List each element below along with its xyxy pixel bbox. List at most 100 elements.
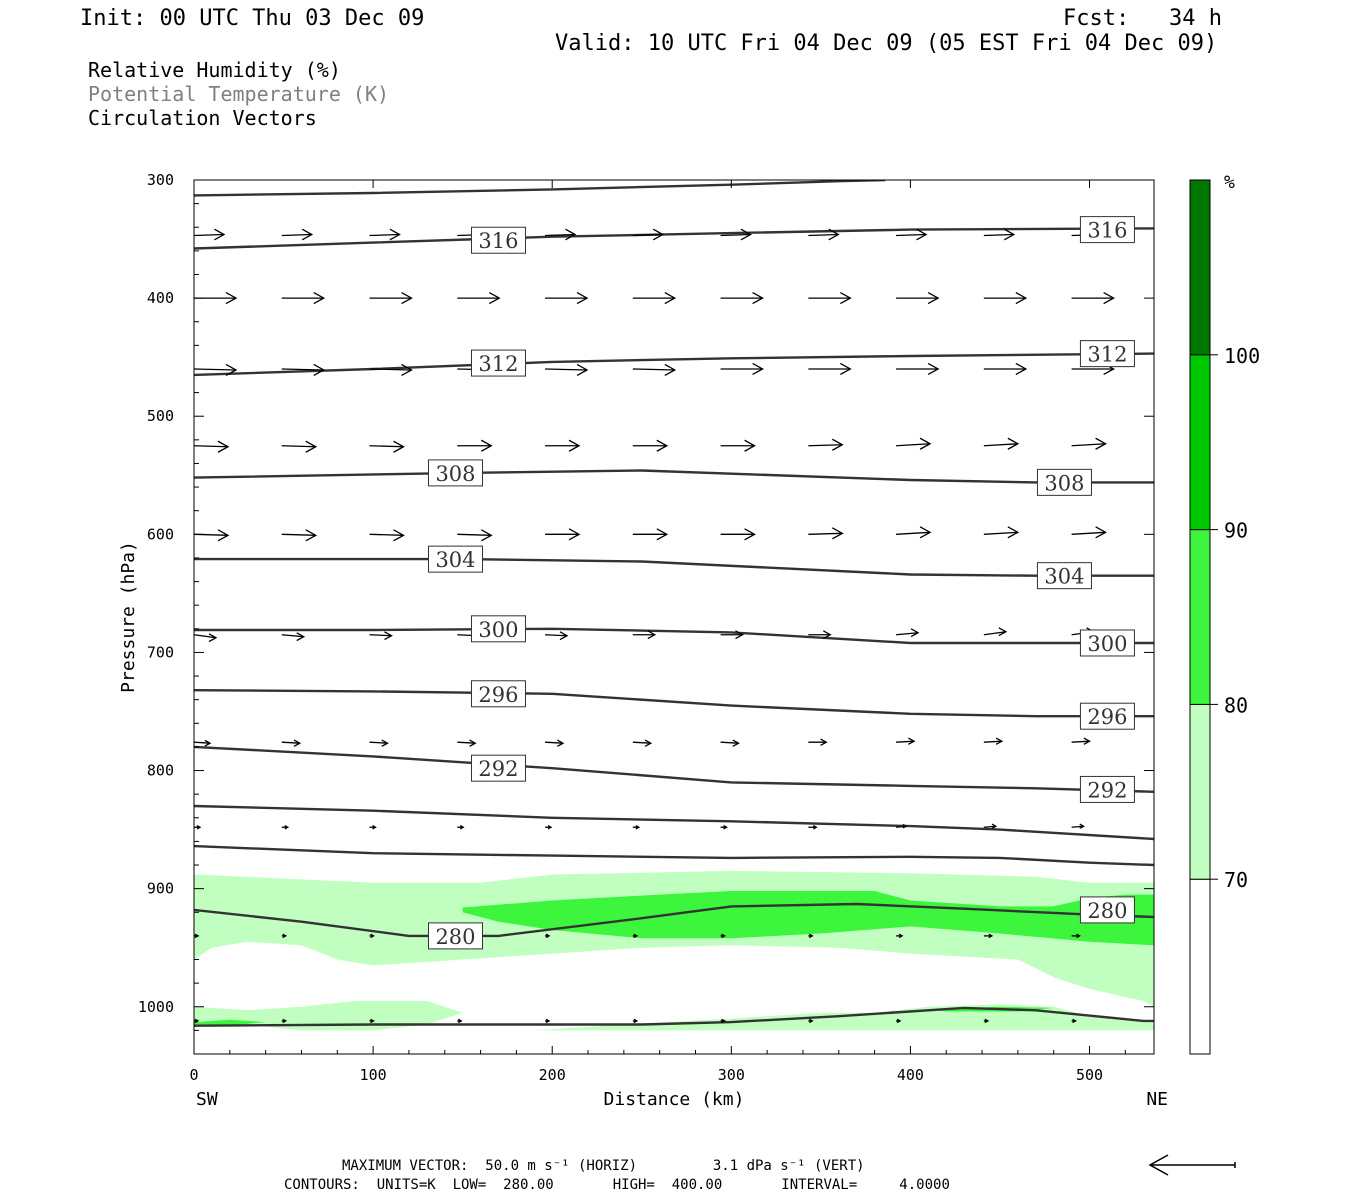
contour-info: CONTOURS: UNITS=K LOW= 280.00 HIGH= 400.… xyxy=(284,1177,950,1193)
vector-shaft xyxy=(632,741,651,744)
circulation-vector xyxy=(983,933,994,939)
vector-head xyxy=(372,825,377,830)
vector-head xyxy=(194,1018,200,1024)
circulation-vector xyxy=(369,440,405,453)
circulation-vector xyxy=(896,228,928,241)
contour-label: 296 xyxy=(478,683,518,707)
vector-head xyxy=(752,362,764,376)
circulation-vector xyxy=(632,228,665,241)
vector-head xyxy=(896,1018,902,1024)
vector-head xyxy=(635,825,641,830)
circulation-vector xyxy=(194,529,230,542)
contour-label: 312 xyxy=(1087,343,1127,367)
vector-head xyxy=(389,228,401,241)
y-tick-label: 300 xyxy=(147,171,174,189)
contour-label-box xyxy=(427,922,483,950)
circulation-vector xyxy=(1071,737,1091,745)
contour-label: 296 xyxy=(1087,705,1127,729)
circulation-vector xyxy=(983,823,998,829)
vector-shaft xyxy=(1071,531,1106,535)
field-theta-title: Potential Temperature (K) xyxy=(88,82,390,106)
vector-head xyxy=(576,363,589,377)
x-axis-label: Distance (km) xyxy=(604,1089,745,1110)
vector-head xyxy=(480,529,493,542)
init-time: Init: 00 UTC Thu 03 Dec 09 xyxy=(80,6,425,31)
rh-80-region xyxy=(462,891,1154,946)
y-tick-label: 400 xyxy=(147,289,174,307)
vector-shaft xyxy=(281,445,316,448)
vector-head xyxy=(732,739,740,747)
circulation-vector xyxy=(194,440,230,453)
theta-contour-292 xyxy=(194,745,1154,793)
circulation-vector xyxy=(1071,933,1081,939)
vector-head xyxy=(381,739,389,747)
circulation-vector xyxy=(896,1018,902,1024)
circulation-vector xyxy=(281,363,326,377)
contour-label-box xyxy=(1079,702,1135,730)
vector-head xyxy=(384,631,393,641)
theta-contour-288 xyxy=(194,804,1154,841)
vector-head xyxy=(225,292,238,305)
vector-head xyxy=(196,825,202,830)
circulation-vector xyxy=(632,825,641,830)
vector-head xyxy=(488,292,501,305)
circulation-vector xyxy=(194,228,226,241)
x-tick-label: 100 xyxy=(360,1066,387,1084)
vector-head xyxy=(313,363,326,377)
circulation-vector xyxy=(457,1018,463,1024)
circulation-vector xyxy=(896,362,940,376)
circulation-vector xyxy=(194,1018,200,1024)
vector-head xyxy=(480,439,493,452)
vector-shaft xyxy=(369,445,404,448)
vector-head xyxy=(545,1018,551,1024)
rh-colorbar: 70 80 90 100 xyxy=(1189,179,1260,1055)
contour-label: 316 xyxy=(1087,219,1127,243)
contour-label: 308 xyxy=(435,462,475,486)
contour-label-box xyxy=(470,615,526,643)
vector-head xyxy=(809,1018,814,1024)
contour-label: 308 xyxy=(1044,471,1084,495)
circulation-vector xyxy=(720,362,764,376)
circulation-vector xyxy=(808,292,852,305)
contour-label: 280 xyxy=(1087,899,1127,923)
vector-head xyxy=(568,528,581,541)
theta-contour-316 xyxy=(194,227,1154,250)
vector-shaft xyxy=(545,634,568,637)
vector-head xyxy=(664,292,677,305)
circulation-vector xyxy=(983,627,1008,637)
max-vector-note: MAXIMUM VECTOR: 50.0 m s⁻¹ (HORIZ) 3.1 d… xyxy=(342,1158,865,1174)
circulation-vector xyxy=(545,631,569,641)
rh-70-region xyxy=(534,1004,1154,1031)
circulation-vector xyxy=(808,933,814,939)
y-tick-label: 800 xyxy=(147,762,174,780)
theta-contour-300 xyxy=(194,627,1154,645)
circulation-vector xyxy=(808,1018,814,1024)
vector-head xyxy=(1083,737,1091,745)
vector-shaft xyxy=(983,233,1014,237)
vector-head xyxy=(898,933,904,939)
vector-shaft xyxy=(369,233,400,237)
vector-head xyxy=(656,439,669,452)
circulation-vector xyxy=(1071,526,1107,539)
vector-head xyxy=(301,228,314,241)
x-tick-label: 300 xyxy=(718,1066,745,1084)
circulation-vector xyxy=(1071,437,1107,450)
vector-shaft xyxy=(194,634,217,639)
vector-head xyxy=(988,933,994,939)
vector-head xyxy=(916,228,928,241)
vector-head xyxy=(1015,362,1028,376)
vector-shaft xyxy=(369,741,388,744)
circulation-vector xyxy=(632,528,669,541)
circulation-vector xyxy=(281,1018,288,1024)
vector-head xyxy=(459,825,465,830)
vector-shaft xyxy=(281,533,316,536)
vector-shaft xyxy=(369,533,404,536)
contour-label-box xyxy=(1079,629,1135,657)
y-tick-label: 600 xyxy=(147,525,174,543)
vector-head xyxy=(927,292,940,305)
colorbar-segment xyxy=(1189,354,1211,531)
circulation-vector xyxy=(281,228,314,241)
rh-80-region xyxy=(194,1019,266,1026)
forecast-hour: Fcst: 34 h xyxy=(1063,6,1222,31)
